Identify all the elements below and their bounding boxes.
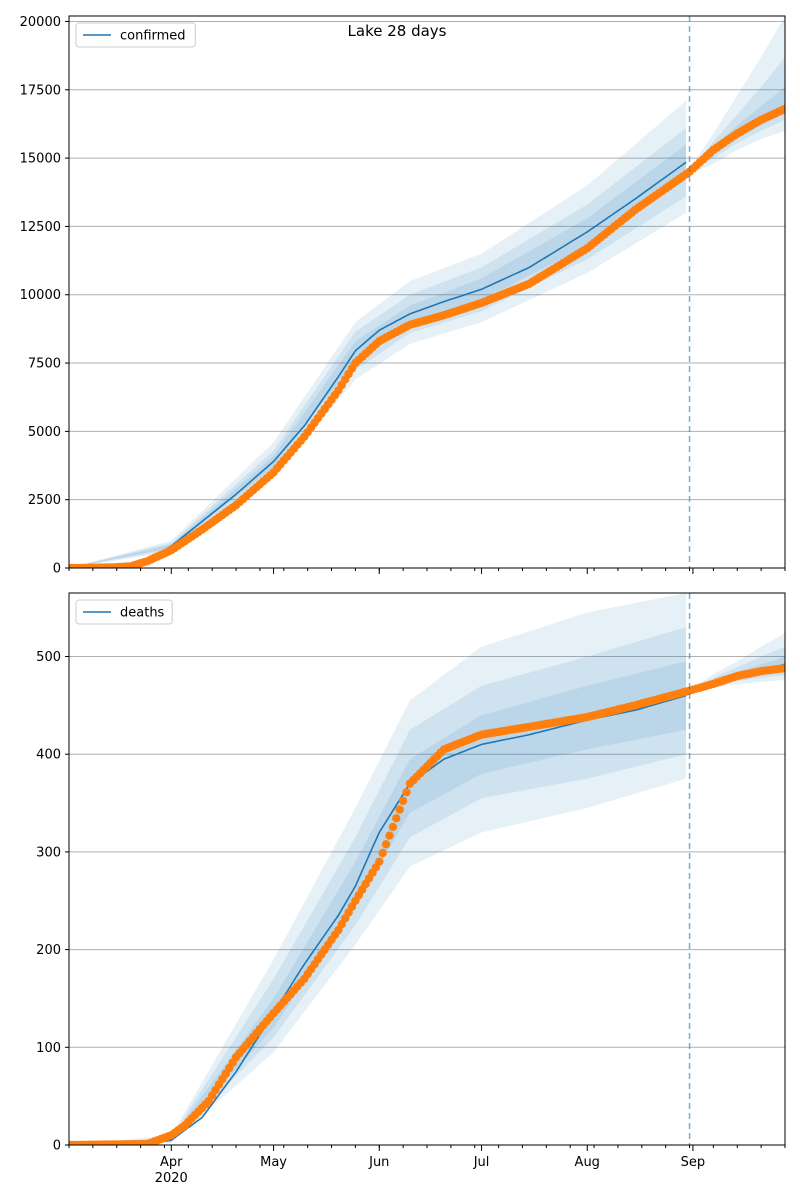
observed-point bbox=[780, 664, 785, 673]
observed-point bbox=[388, 822, 398, 832]
y-tick-label: 100 bbox=[36, 1041, 61, 1056]
observed-point bbox=[378, 848, 387, 858]
y-tick-label: 5000 bbox=[28, 425, 61, 440]
observed-point bbox=[398, 796, 408, 806]
uncertainty-band-middle bbox=[69, 627, 687, 1145]
y-tick-label: 0 bbox=[53, 1139, 61, 1154]
y-tick-label: 10000 bbox=[20, 288, 61, 303]
y-tick-label: 20000 bbox=[20, 15, 61, 30]
y-tick-label: 2500 bbox=[28, 493, 61, 508]
observed-point bbox=[375, 857, 384, 866]
uncertainty-band-middle bbox=[689, 57, 785, 174]
deaths-plot-area bbox=[69, 593, 785, 1145]
y-tick-label: 17500 bbox=[20, 83, 61, 98]
legend-box bbox=[75, 22, 196, 48]
y-tick-label: 300 bbox=[36, 845, 61, 860]
confirmed-plot-area bbox=[69, 16, 785, 568]
observed-point bbox=[780, 104, 785, 114]
observed-point bbox=[381, 840, 391, 849]
x-tick-label: May bbox=[260, 1155, 287, 1170]
legend-box bbox=[75, 599, 173, 625]
uncertainty-band-outer bbox=[689, 16, 785, 175]
x-tick-label: Aug bbox=[575, 1155, 600, 1170]
legend: deaths bbox=[75, 599, 173, 625]
legend: confirmed bbox=[75, 22, 196, 48]
observed-point bbox=[385, 831, 394, 840]
y-tick-label: 0 bbox=[53, 562, 61, 577]
y-tick-label: 15000 bbox=[20, 152, 61, 167]
x-tick-sublabel: 2020 bbox=[155, 1171, 188, 1186]
x-tick-label: Sep bbox=[681, 1155, 706, 1170]
x-tick-label: Apr bbox=[160, 1155, 183, 1170]
uncertainty-band-inner bbox=[69, 144, 687, 568]
legend-label: confirmed bbox=[120, 29, 186, 44]
confirmed-panel: 0 2500 5000 7500 10000 12500 15000 17500 20000 co… bbox=[20, 15, 786, 577]
y-tick-label: 400 bbox=[36, 748, 61, 763]
x-tick-label: Jun bbox=[368, 1155, 389, 1170]
x-tick-label: Jul bbox=[473, 1155, 490, 1170]
y-tick-label: 7500 bbox=[28, 357, 61, 372]
y-tick-label: 12500 bbox=[20, 220, 61, 235]
uncertainty-band-outer bbox=[69, 100, 687, 568]
observed-point bbox=[402, 788, 411, 797]
y-tick-label: 200 bbox=[36, 943, 61, 958]
legend-label: deaths bbox=[120, 606, 165, 621]
uncertainty-band-outer bbox=[689, 633, 785, 692]
y-tick-label: 500 bbox=[36, 650, 61, 665]
figure-title: Lake 28 days bbox=[348, 22, 447, 40]
observed-point bbox=[395, 805, 404, 814]
observed-point bbox=[392, 814, 401, 823]
